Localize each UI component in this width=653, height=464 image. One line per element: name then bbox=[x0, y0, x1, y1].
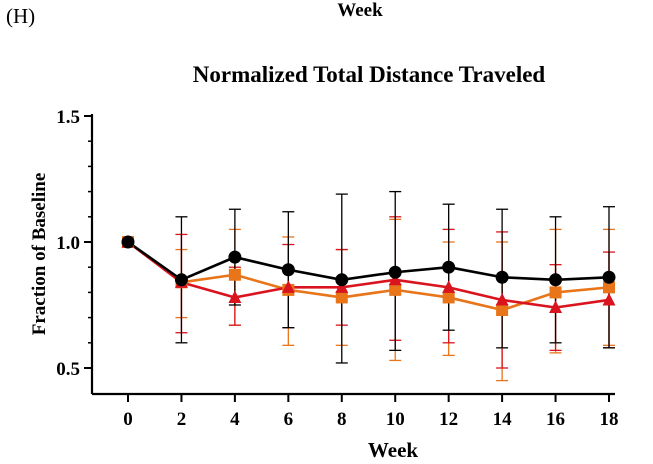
y-tick-label: 1.5 bbox=[56, 107, 80, 128]
data-point-triangle bbox=[228, 290, 242, 303]
series-line-square bbox=[127, 240, 610, 312]
data-point-circle bbox=[549, 273, 563, 287]
data-point-triangle bbox=[442, 280, 456, 293]
data-point-triangle bbox=[335, 280, 349, 293]
x-tick-label: 10 bbox=[386, 409, 405, 430]
data-point-square bbox=[335, 291, 348, 304]
x-tick-label: 12 bbox=[439, 409, 458, 430]
data-point-circle bbox=[281, 263, 295, 277]
y-tick-label: 0.5 bbox=[56, 359, 80, 380]
chart-title: Normalized Total Distance Traveled bbox=[193, 62, 546, 87]
data-point-triangle bbox=[549, 300, 563, 314]
data-point-circle bbox=[495, 270, 509, 284]
data-point-square bbox=[549, 286, 562, 299]
x-tick-label: 16 bbox=[546, 409, 565, 430]
data-point-square bbox=[496, 304, 509, 317]
series-markers bbox=[121, 235, 616, 317]
data-point-triangle bbox=[602, 292, 616, 306]
data-point-circle bbox=[335, 273, 349, 287]
x-tick-label: 6 bbox=[284, 409, 294, 430]
data-point-square bbox=[389, 283, 402, 296]
data-point-triangle bbox=[281, 280, 295, 293]
series-line-triangle bbox=[127, 240, 610, 309]
y-tick-label: 1.0 bbox=[56, 233, 80, 254]
data-point-square bbox=[603, 281, 615, 294]
data-point-circle bbox=[228, 250, 242, 264]
x-tick-label: 2 bbox=[177, 409, 187, 430]
series-lines bbox=[127, 240, 610, 312]
series-line-circle bbox=[127, 240, 610, 282]
top-week-label: Week bbox=[337, 0, 383, 21]
y-axis-label: Fraction of Baseline bbox=[29, 173, 50, 336]
data-point-square bbox=[228, 268, 241, 281]
data-point-circle bbox=[442, 260, 456, 274]
data-point-circle bbox=[174, 273, 188, 287]
data-point-circle bbox=[602, 270, 616, 284]
x-tick-label: 14 bbox=[493, 409, 513, 430]
panel-label: (H) bbox=[6, 4, 36, 28]
x-tick-label: 18 bbox=[600, 409, 619, 430]
data-point-circle bbox=[388, 265, 402, 279]
x-tick-label: 0 bbox=[123, 409, 133, 430]
x-axis-label: Week bbox=[368, 438, 418, 462]
data-point-triangle bbox=[495, 292, 509, 306]
data-point-square bbox=[442, 291, 455, 304]
data-point-triangle bbox=[388, 272, 402, 286]
axes: 0.5 1.0 1.5 0 2 4 6 8 10 12 14 16 18 bbox=[56, 107, 618, 430]
x-tick-label: 4 bbox=[230, 409, 240, 430]
x-tick-label: 8 bbox=[337, 409, 347, 430]
data-point-circle bbox=[121, 235, 135, 249]
